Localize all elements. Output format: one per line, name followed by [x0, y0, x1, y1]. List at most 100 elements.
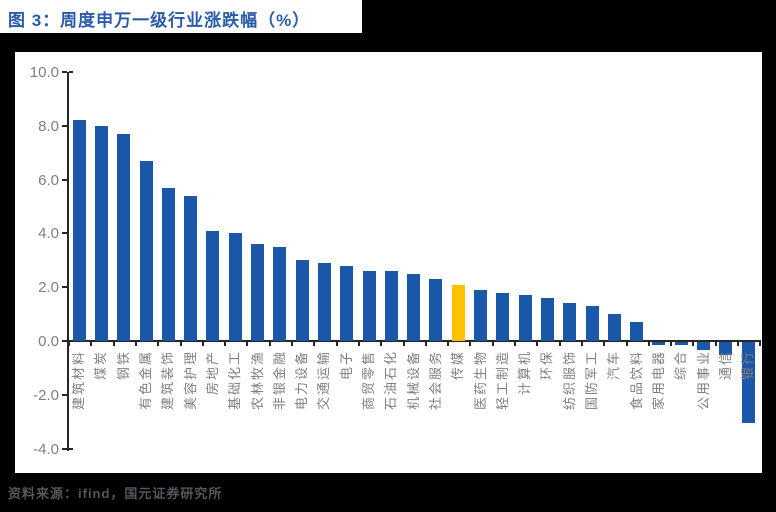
x-axis-tick: [268, 342, 271, 346]
category-label: 房地产: [205, 348, 220, 395]
category-label-text: 建筑材料: [71, 350, 87, 411]
chart-panel: 10.0 8.0 6.0 4.0 2.0 0.0 -2.0 -4.0 建筑材料 煤炭 钢铁 有色金属建…: [15, 52, 762, 473]
y-tick-label: 0.0: [38, 333, 59, 350]
category-label-text: 美容护理: [182, 350, 198, 411]
y-axis-tick: [62, 124, 67, 127]
category-label-text: 电力设备: [294, 350, 310, 411]
category-label-text: 建筑装饰: [160, 350, 176, 411]
category-label: 建筑装饰: [160, 348, 175, 410]
category-label-text: 计算机: [517, 350, 533, 396]
category-label-text: 钢铁: [115, 350, 131, 381]
category-label: 纺织服饰: [562, 348, 577, 410]
figure-title-box: 图 3：周度申万一级行业涨跌幅（%）: [0, 0, 362, 33]
category-label: 有色金属: [138, 348, 153, 410]
category-label-text: 交通运输: [316, 350, 332, 411]
category-label: 轻工制造: [495, 348, 510, 410]
category-label: 钢铁: [116, 348, 131, 380]
x-axis-tick: [335, 342, 338, 346]
category-label-text: 食品饮料: [628, 350, 644, 411]
category-label: 煤炭: [93, 348, 108, 380]
figure-title: 图 3：周度申万一级行业涨跌幅（%）: [8, 11, 311, 30]
category-label: 医药生物: [473, 348, 488, 410]
x-axis-tick: [491, 342, 494, 346]
category-label-text: 农林牧渔: [249, 350, 265, 411]
category-label: 环保: [539, 348, 554, 380]
category-label: 交通运输: [316, 348, 331, 410]
bar: [630, 322, 644, 341]
category-label: 社会服务: [428, 348, 443, 410]
x-axis-tick: [380, 342, 383, 346]
bar: [317, 262, 331, 341]
bar: [161, 187, 175, 341]
x-axis-tick: [692, 342, 695, 346]
x-axis-tick: [179, 342, 182, 346]
x-axis-tick: [469, 342, 472, 346]
category-label-text: 石油石化: [383, 350, 399, 411]
category-label-text: 有色金属: [138, 350, 154, 411]
x-axis-tick: [313, 342, 316, 346]
category-label-text: 综合: [673, 350, 689, 381]
y-axis-tick: [62, 178, 67, 181]
bar: [607, 314, 621, 341]
y-axis-tick: [62, 232, 67, 235]
bar: [585, 306, 599, 341]
x-axis-tick: [759, 342, 762, 346]
x-axis-tick: [580, 342, 583, 346]
y-tick-label: 2.0: [38, 279, 59, 297]
bar: [540, 297, 554, 341]
bar: [451, 284, 465, 341]
category-label: 传媒: [450, 348, 465, 380]
bar: [741, 342, 755, 423]
y-tick-label: 4.0: [38, 225, 59, 243]
bar: [273, 246, 287, 341]
x-axis-tick: [224, 342, 227, 346]
category-label-text: 机械设备: [405, 350, 421, 411]
bar: [362, 271, 376, 341]
category-label: 综合: [673, 348, 688, 380]
x-axis-tick: [558, 342, 561, 346]
category-label: 通信: [718, 348, 733, 380]
category-label: 家用电器: [651, 348, 666, 410]
category-label-text: 医药生物: [472, 350, 488, 411]
bar: [117, 133, 131, 341]
source-note: 资料来源：ifind，国元证券研究所: [8, 486, 223, 501]
x-axis-tick: [647, 342, 650, 346]
category-label-text: 汽车: [606, 350, 622, 381]
bar: [496, 292, 510, 341]
category-label: 基础化工: [227, 348, 242, 410]
category-label-text: 基础化工: [227, 350, 243, 411]
bar: [295, 260, 309, 341]
y-tick-label: -2.0: [33, 386, 59, 404]
category-label: 机械设备: [406, 348, 421, 410]
category-label: 公用事业: [696, 348, 711, 410]
bar: [674, 342, 688, 345]
category-label: 石油石化: [383, 348, 398, 410]
x-axis-tick: [536, 342, 539, 346]
category-label-text: 煤炭: [93, 350, 109, 381]
category-label: 汽车: [606, 348, 621, 380]
y-tick-label: 10.0: [29, 64, 59, 81]
bar: [72, 120, 86, 341]
category-label-text: 国防军工: [584, 350, 600, 411]
bar: [563, 303, 577, 341]
y-tick-label: 6.0: [38, 171, 59, 189]
category-label: 农林牧渔: [250, 348, 265, 410]
x-axis-tick: [68, 342, 70, 346]
bar: [697, 342, 711, 351]
x-axis-tick: [134, 342, 137, 346]
bar: [384, 271, 398, 341]
category-label-text: 电子: [338, 350, 354, 381]
bar: [228, 233, 242, 341]
category-label: 美容护理: [183, 348, 198, 410]
category-label: 非银金融: [272, 348, 287, 410]
bar: [139, 160, 153, 341]
category-label: 商贸零售: [361, 348, 376, 410]
category-label-text: 传媒: [450, 350, 466, 381]
y-tick-label: 8.0: [38, 117, 59, 135]
x-axis-tick: [424, 342, 427, 346]
category-label-text: 银行: [740, 350, 756, 381]
bar: [340, 265, 354, 341]
y-axis-cap-tick: [69, 447, 73, 450]
x-axis-tick: [447, 342, 450, 346]
